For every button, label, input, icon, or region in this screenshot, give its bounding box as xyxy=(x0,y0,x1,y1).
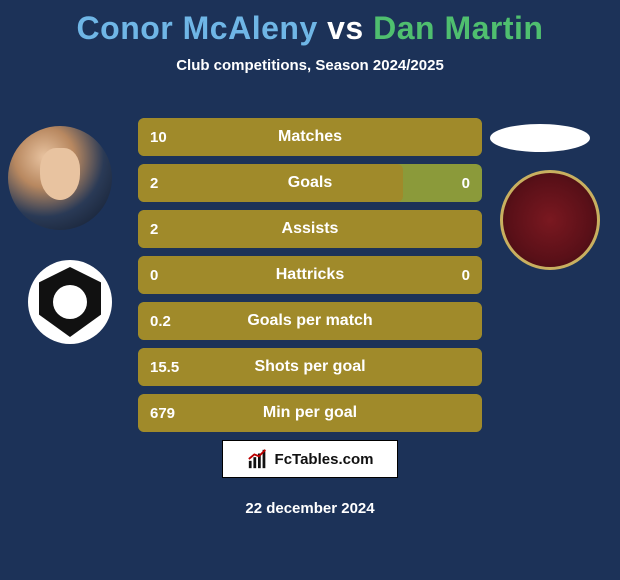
fctables-watermark[interactable]: FcTables.com xyxy=(222,440,398,478)
club1-lion-icon xyxy=(53,285,87,319)
player2-club-badge xyxy=(500,170,600,270)
subtitle: Club competitions, Season 2024/2025 xyxy=(0,57,620,74)
stat-left-value: 2 xyxy=(150,210,158,248)
stat-right-value: 0 xyxy=(462,164,470,202)
stat-left-value: 15.5 xyxy=(150,348,179,386)
stat-bars: 10Matches20Goals2Assists00Hattricks0.2Go… xyxy=(138,118,482,440)
page-title: Conor McAleny vs Dan Martin xyxy=(0,0,620,47)
stat-row: 2Assists xyxy=(138,210,482,248)
stat-bar-fill-left xyxy=(138,118,482,156)
stat-bar-fill-left xyxy=(138,348,482,386)
stat-right-value: 0 xyxy=(462,256,470,294)
chart-icon xyxy=(247,448,269,470)
stat-left-value: 679 xyxy=(150,394,175,432)
club1-shield-icon xyxy=(39,267,101,337)
stat-bar-fill-left xyxy=(138,302,482,340)
stat-left-value: 0 xyxy=(150,256,158,294)
stat-left-value: 0.2 xyxy=(150,302,171,340)
stat-row: 15.5Shots per goal xyxy=(138,348,482,386)
stat-left-value: 10 xyxy=(150,118,167,156)
date-text: 22 december 2024 xyxy=(0,500,620,517)
stat-row: 20Goals xyxy=(138,164,482,202)
stat-left-value: 2 xyxy=(150,164,158,202)
stat-row: 679Min per goal xyxy=(138,394,482,432)
stat-bar-fill-left xyxy=(138,394,482,432)
stat-row: 0.2Goals per match xyxy=(138,302,482,340)
player1-face-placeholder xyxy=(40,148,80,200)
player1-avatar xyxy=(8,126,112,230)
player2-avatar xyxy=(490,124,590,152)
stat-bar-fill-left xyxy=(138,210,482,248)
stat-row: 10Matches xyxy=(138,118,482,156)
stat-row: 00Hattricks xyxy=(138,256,482,294)
player1-name: Conor McAleny xyxy=(77,10,318,46)
stat-bar-fill-left xyxy=(138,164,403,202)
player1-club-badge xyxy=(28,260,112,344)
player2-name: Dan Martin xyxy=(373,10,543,46)
watermark-text: FcTables.com xyxy=(275,451,374,468)
vs-text: vs xyxy=(318,10,373,46)
stat-bar-fill-left xyxy=(138,256,482,294)
